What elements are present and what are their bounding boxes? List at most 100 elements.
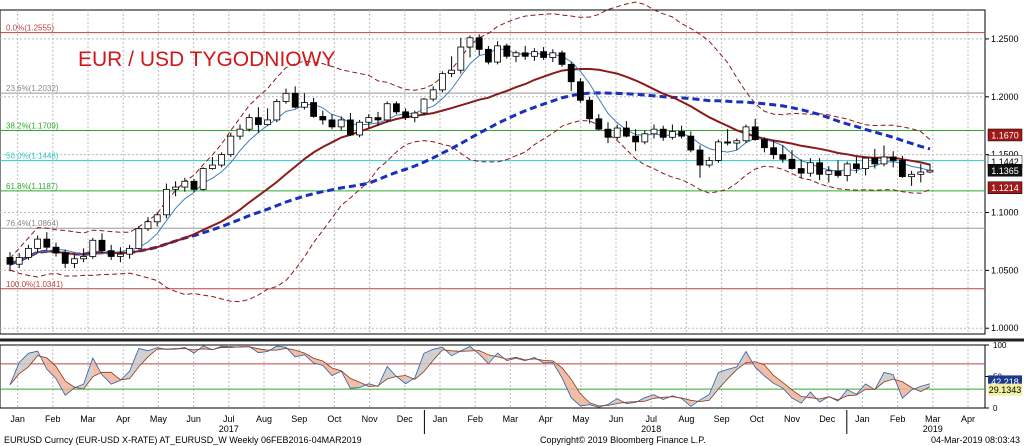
ma-short-line — [9, 47, 931, 265]
oscillator-tick-label: 0 — [993, 404, 998, 413]
candle-body — [724, 141, 731, 144]
month-tick-label: Sep — [714, 414, 730, 424]
candle-body — [356, 121, 364, 136]
oscillator-fill — [433, 347, 443, 361]
oscillator-tag — [988, 383, 1022, 396]
oscillator-fill — [755, 361, 765, 376]
candle-body — [245, 117, 253, 130]
year-tick-label: 2018 — [641, 424, 661, 434]
candle-body — [733, 140, 741, 144]
candle-body — [402, 111, 410, 119]
candle-body — [89, 239, 97, 257]
oscillator-fill — [129, 348, 139, 379]
oscillator-fill — [782, 382, 792, 399]
candle-body — [595, 118, 603, 130]
oscillator-fill — [56, 366, 66, 396]
candle-body — [843, 163, 851, 176]
candle-body — [567, 63, 575, 83]
candle-body — [540, 51, 547, 58]
month-tick-label: Sep — [291, 414, 307, 424]
candle-body — [926, 169, 934, 173]
candle-body — [319, 116, 327, 121]
candle-body — [521, 52, 529, 57]
month-tick-label: Apr — [116, 414, 130, 424]
candle-body — [834, 170, 842, 176]
candle-body — [411, 112, 419, 119]
candle-body — [227, 135, 235, 156]
candle-body — [613, 127, 621, 138]
value-tag-label: 1.1365 — [991, 166, 1019, 176]
oscillator-fill — [727, 366, 737, 379]
price-tick-label: 1.2000 — [991, 92, 1019, 102]
oscillator-fill — [405, 375, 415, 384]
candle-body — [558, 52, 566, 65]
price-tick-label: 1.2500 — [991, 34, 1019, 44]
candle-body — [899, 160, 906, 178]
candle-body — [908, 173, 915, 178]
candle-body — [15, 256, 23, 265]
value-tag — [987, 181, 1023, 194]
candle-body — [632, 135, 639, 143]
month-tick-label: Oct — [750, 414, 765, 424]
candle-body — [457, 46, 465, 71]
candle-body — [825, 170, 833, 175]
oscillator-fill — [424, 349, 434, 372]
oscillator-fill — [83, 358, 93, 390]
candle-body — [236, 128, 244, 137]
month-tick-label: May — [150, 414, 168, 424]
oscillator-fill — [19, 353, 29, 374]
candle-body — [715, 141, 722, 161]
candle-body — [392, 103, 400, 113]
value-tag — [987, 164, 1023, 177]
oscillator-fill — [138, 348, 148, 367]
candle-body — [24, 247, 32, 258]
candle-body — [917, 171, 925, 175]
candle-body — [144, 221, 152, 230]
value-tag-label: 1.1214 — [991, 183, 1019, 193]
oscillator-fill — [28, 351, 38, 367]
oscillator-fill — [350, 378, 360, 389]
oscillator-tick-label: 100 — [993, 341, 1007, 350]
month-tick-label: Mar — [80, 414, 96, 424]
candle-body — [880, 156, 888, 165]
oscillator-fill — [580, 393, 590, 406]
candle-body — [889, 156, 897, 161]
candle-body — [761, 139, 768, 149]
month-tick-label: Feb — [467, 414, 483, 424]
candle-body — [742, 126, 750, 142]
candle-body — [162, 188, 170, 216]
candle-body — [71, 258, 78, 264]
candle-body — [687, 135, 695, 151]
value-tag-label: 1.1670 — [991, 130, 1019, 140]
candle-body — [264, 119, 272, 125]
candle-body — [751, 126, 759, 141]
candle-body — [98, 239, 106, 252]
fib-level-label: 100.0%(1.0341) — [6, 280, 63, 289]
candle-body — [6, 256, 14, 265]
candle-body — [300, 102, 308, 108]
month-tick-label: Jan — [855, 414, 870, 424]
candle-body — [779, 154, 787, 160]
month-tick-label: Apr — [539, 414, 553, 424]
candle-body — [503, 45, 511, 57]
month-tick-label: Apr — [961, 414, 975, 424]
fib-level-label: 38.2%(1.1709) — [6, 121, 59, 130]
oscillator-fill — [773, 375, 783, 389]
candle-body — [484, 48, 492, 63]
footer-left: EURUSD Curncy (EUR-USD X-RATE) AT_EURUSD… — [4, 435, 362, 445]
candle-body — [641, 133, 649, 143]
candle-body — [797, 168, 805, 174]
candle-body — [705, 160, 713, 166]
candle-body — [52, 246, 60, 254]
fib-level-label: 50.0%(1.1448) — [6, 152, 59, 161]
ma-mid-line — [9, 68, 931, 266]
fibonacci-levels: 0.0%(1.2555) 23.6%(1.2032) 38.2%(1.1709) 50… — [0, 24, 985, 290]
candle-body — [549, 52, 557, 58]
lower-band-line — [9, 120, 931, 303]
oscillator-tag-label: 29.1343 — [989, 385, 1022, 395]
price-tick-label: 1.1500 — [991, 150, 1019, 160]
fib-level-label: 0.0%(1.2555) — [6, 24, 54, 33]
oscillator-fill — [46, 357, 56, 379]
candle-body — [475, 37, 483, 50]
